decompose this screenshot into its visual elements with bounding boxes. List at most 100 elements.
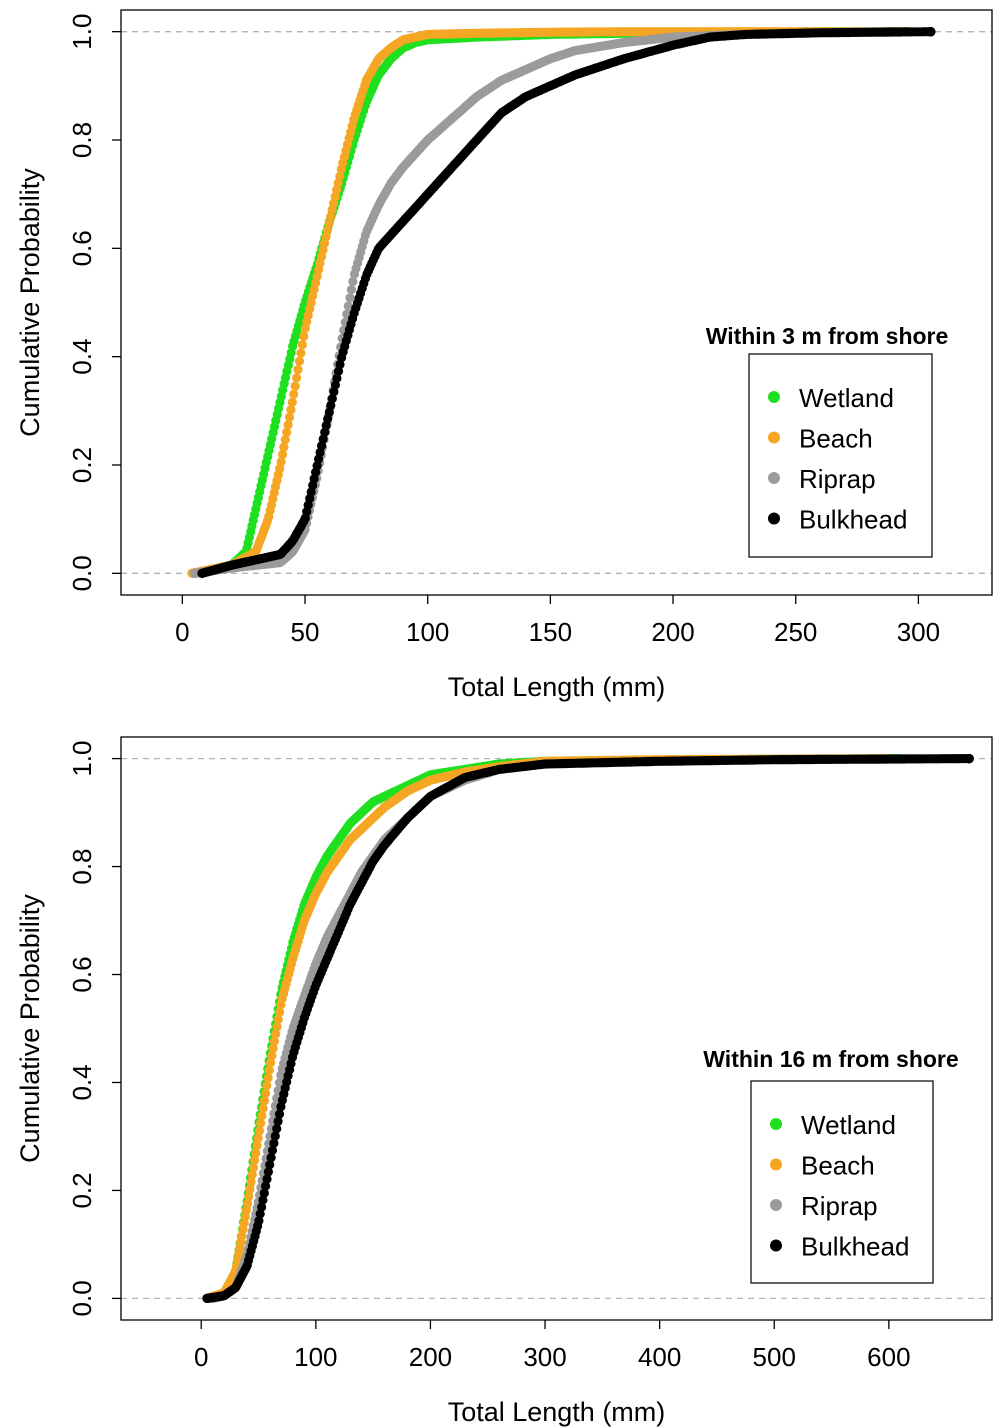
data-point [273,1014,283,1024]
data-point [348,276,358,287]
y-tick-label: 1.0 [67,741,97,777]
data-point [257,1202,267,1212]
x-tick-label: 300 [897,617,940,647]
x-axis-title: Total Length (mm) [448,1397,666,1427]
data-point [276,457,286,467]
plot-frame [120,9,993,596]
legend-marker-riprap [770,1199,782,1211]
data-point [254,1126,265,1136]
data-point [286,405,296,415]
x-axis-title: Total Length (mm) [448,672,666,702]
data-point-min [190,568,200,578]
data-point [280,435,290,445]
data-point [287,397,297,407]
legend-label-bulkhead: Bulkhead [799,505,907,535]
data-point [264,1065,274,1075]
data-point-min [202,1293,212,1303]
data-point [259,1188,269,1198]
legend-label-wetland: Wetland [801,1110,896,1140]
data-point [335,359,345,370]
x-tick-label: 100 [406,617,449,647]
x-tick-label: 200 [409,1342,452,1372]
data-point [345,293,355,303]
data-point [256,1118,266,1128]
legend-label-riprap: Riprap [799,464,876,494]
data-point [274,1109,285,1119]
x-tick-label: 50 [291,617,320,647]
data-point [266,1153,276,1163]
plot-frame [120,736,993,1321]
data-point [246,1177,256,1187]
data-point [332,373,342,383]
x-tick-label: 150 [529,617,572,647]
data-point [263,1167,273,1177]
legend-box [750,1080,934,1284]
legend-marker-bulkhead [770,1239,782,1252]
data-point [265,1160,275,1170]
data-point [269,1036,279,1046]
chart-top-svg: 0 50 100 150 200 250 300 0.0 0.2 0.4 0.6 0.8 1.0 Tota… [15,9,993,702]
x-tick-label: 250 [774,617,817,647]
data-point [299,331,309,341]
x-tick-label: 100 [294,1342,337,1372]
chart-panel-top: 0 50 100 150 200 250 300 0.0 0.2 0.4 0.6 0.8 1.0 Tota… [0,0,993,713]
data-point [289,389,299,399]
data-point [268,1043,278,1053]
y-tick-label: 0.6 [67,956,97,992]
data-point [263,1073,273,1083]
chart-panel-bottom: 0 100 200 300 400 500 600 0.0 0.2 0.4 0.6 0.8 1.0 Tot… [0,713,993,1427]
legend-marker-wetland [768,391,780,403]
data-point [262,1174,272,1184]
data-point [261,1088,271,1098]
data-point [346,285,356,295]
data-point [271,1029,281,1039]
y-tick-label: 0.2 [67,1172,97,1208]
data-point [275,1007,285,1017]
data-point [245,1184,255,1194]
data-point [251,1148,261,1158]
data-point [272,1022,282,1032]
data-point [266,1058,276,1068]
data-point [254,1216,264,1226]
data-point [255,1209,265,1219]
chart-bottom-svg: 0 100 200 300 400 500 600 0.0 0.2 0.4 0.6 0.8 1.0 Tot… [15,736,993,1427]
data-point [269,1138,279,1148]
data-point [257,1111,267,1121]
legend-label-riprap: Riprap [801,1191,878,1221]
data-point [267,1051,277,1061]
data-point [258,1195,268,1205]
data-point [267,1145,278,1155]
x-tick-label: 0 [194,1342,208,1372]
x-tick-label: 300 [523,1342,566,1372]
data-point-max [926,27,936,37]
legend-box [748,353,933,558]
data-point [259,1096,269,1106]
data-point [297,340,307,350]
data-point [296,348,306,358]
y-tick-label: 0.4 [67,1064,97,1100]
data-point [250,1155,260,1165]
legend-marker-bulkhead [768,512,780,525]
x-tick-label: 500 [753,1342,796,1372]
legend-label-beach: Beach [801,1151,875,1181]
y-tick-label: 0.4 [67,339,97,375]
data-point [282,427,292,437]
data-point [273,1116,283,1126]
data-point [293,365,303,375]
legend-title: Within 3 m from shore [706,323,949,349]
series-bulkhead-top [197,27,936,578]
data-point [284,412,295,422]
data-point [283,420,293,430]
legend-marker-beach [770,1158,782,1171]
legend-marker-beach [768,431,780,444]
y-tick-label: 1.0 [67,14,97,50]
y-tick-label: 0.2 [67,447,97,483]
series-bulkhead-bottom [202,754,974,1303]
data-point [253,1133,263,1143]
data-point [343,301,353,311]
y-tick-label: 0.0 [67,555,97,591]
x-tick-label: 400 [638,1342,681,1372]
y-tick-label: 0.6 [67,230,97,266]
data-point [279,442,289,452]
data-point [262,1080,272,1091]
